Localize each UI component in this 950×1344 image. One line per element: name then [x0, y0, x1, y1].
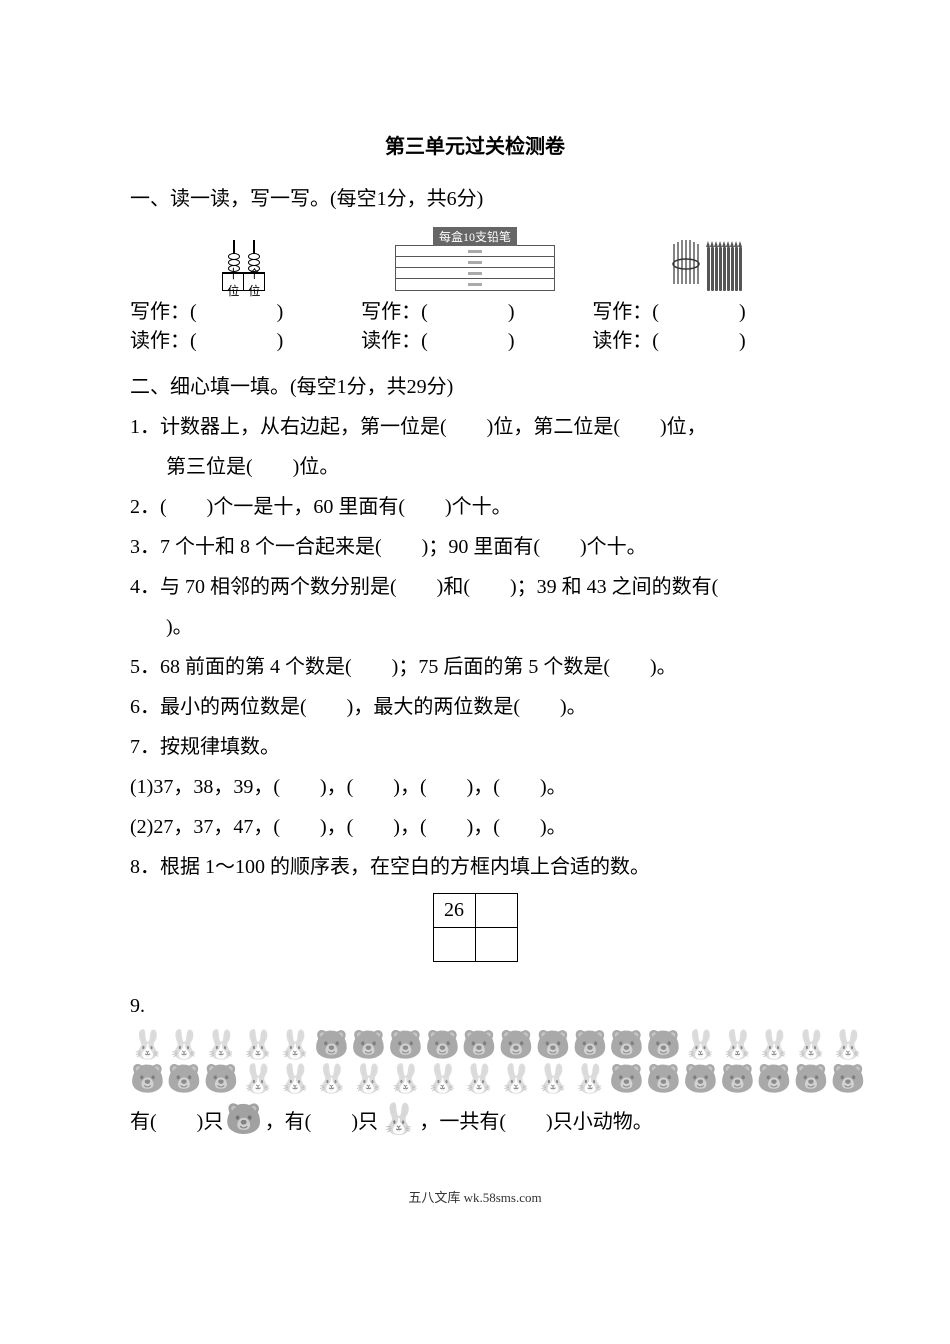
read-1: 读作：( ) [130, 324, 358, 353]
bear-icon: 🐻 [794, 1066, 829, 1094]
q5: 5．68 前面的第 4 个数是( )；75 后面的第 5 个数是( )。 [130, 647, 820, 687]
animals-row-1: 🐰🐰🐰🐰🐰🐻🐻🐻🐻🐻🐻🐻🐻🐻🐻🐰🐰🐰🐰🐰 [130, 1032, 820, 1060]
bear-icon: 🐻 [499, 1032, 534, 1060]
pencil-boxes-cell: 每盒10支铅笔 [361, 227, 589, 291]
rabbit-icon: 🐰 [536, 1066, 571, 1094]
bear-icon: 🐻 [609, 1032, 644, 1060]
page: 第三单元过关检测卷 一、读一读，写一写。(每空1分，共6分) [0, 0, 950, 1246]
sec1-read-row: 读作：( ) 读作：( ) 读作：( ) [130, 324, 820, 353]
q1a: 1．计数器上，从右边起，第一位是( )位，第二位是( )位， [130, 407, 820, 447]
rabbit-icon: 🐰 [757, 1032, 792, 1060]
pencil-tag: 每盒10支铅笔 [433, 227, 517, 246]
bear-icon: 🐻 [204, 1066, 239, 1094]
rabbit-icon: 🐰 [499, 1066, 534, 1094]
q7: 7．按规律填数。 [130, 727, 820, 767]
abacus-tens-label: 十位 [222, 273, 244, 291]
bear-icon: 🐻 [225, 1102, 262, 1137]
pencil-bundle-icon [671, 238, 701, 291]
sec1-write-row: 写作：( ) 写作：( ) 写作：( ) [130, 295, 820, 324]
bear-icon: 🐻 [831, 1066, 866, 1094]
bear-icon: 🐻 [609, 1066, 644, 1094]
q9-text-b: ，有( )只 [265, 1105, 378, 1134]
bear-icon: 🐻 [462, 1032, 497, 1060]
q9-text-a: 有( )只 [130, 1105, 223, 1134]
abacus-icon: 十位 个位 [222, 240, 265, 291]
grid-cell-blank [475, 928, 517, 962]
bear-icon: 🐻 [536, 1032, 571, 1060]
rabbit-icon: 🐰 [831, 1032, 866, 1060]
q9: 9. [130, 986, 820, 1026]
rabbit-icon: 🐰 [167, 1032, 202, 1060]
write-2: 写作：( ) [361, 295, 589, 324]
rabbit-icon: 🐰 [573, 1066, 608, 1094]
abacus-ones-label: 个位 [243, 273, 265, 291]
abacus-cell: 十位 个位 [130, 240, 358, 291]
q7-2: (2)27，37，47，( )，( )，( )，( )。 [130, 807, 820, 847]
rabbit-icon: 🐰 [278, 1066, 313, 1094]
rabbit-icon: 🐰 [241, 1066, 276, 1094]
bear-icon: 🐻 [646, 1066, 681, 1094]
bear-icon: 🐻 [388, 1032, 423, 1060]
number-grid: 26 [433, 893, 518, 962]
q1b: 第三位是( )位。 [130, 447, 820, 487]
bear-icon: 🐻 [314, 1032, 349, 1060]
rabbit-icon: 🐰 [278, 1032, 313, 1060]
rabbit-icon: 🐰 [425, 1066, 460, 1094]
q4b: )。 [130, 607, 820, 647]
bear-icon: 🐻 [757, 1066, 792, 1094]
bear-icon: 🐻 [720, 1066, 755, 1094]
bear-icon: 🐻 [573, 1032, 608, 1060]
bear-icon: 🐻 [646, 1032, 681, 1060]
q9-summary: 有( )只 🐻 ，有( )只 🐰 ，一共有( )只小动物。 [130, 1102, 820, 1137]
rabbit-icon: 🐰 [388, 1066, 423, 1094]
bear-icon: 🐻 [425, 1032, 460, 1060]
read-3: 读作：( ) [592, 324, 820, 353]
rabbit-icon: 🐰 [462, 1066, 497, 1094]
bear-icon: 🐻 [683, 1066, 718, 1094]
q7-1: (1)37，38，39，( )，( )，( )，( )。 [130, 767, 820, 807]
write-3: 写作：( ) [592, 295, 820, 324]
pencil-boxes-icon: 每盒10支铅笔 [395, 227, 555, 291]
pencils-icon [671, 238, 742, 291]
grid-cell-26: 26 [433, 894, 475, 928]
loose-pencils-cell [592, 238, 820, 291]
sec2-heading: 二、细心填一填。(每空1分，共29分) [130, 367, 820, 407]
rabbit-icon: 🐰 [683, 1032, 718, 1060]
animals-row-2: 🐻🐻🐻🐰🐰🐰🐰🐰🐰🐰🐰🐰🐰🐻🐻🐻🐻🐻🐻🐻 [130, 1066, 820, 1094]
bear-icon: 🐻 [351, 1032, 386, 1060]
bear-icon: 🐻 [130, 1066, 165, 1094]
rabbit-icon: 🐰 [720, 1032, 755, 1060]
rabbit-icon: 🐰 [241, 1032, 276, 1060]
q2: 2．( )个一是十，60 里面有( )个十。 [130, 487, 820, 527]
footer-text: 五八文库 wk.58sms.com [130, 1187, 820, 1206]
unit-title: 第三单元过关检测卷 [130, 130, 820, 159]
rabbit-icon: 🐰 [314, 1066, 349, 1094]
q3: 3．7 个十和 8 个一合起来是( )；90 里面有( )个十。 [130, 527, 820, 567]
sec1-images-row: 十位 个位 每盒10支铅笔 [130, 227, 820, 291]
q9-text-c: ，一共有( )只小动物。 [419, 1105, 652, 1134]
write-1: 写作：( ) [130, 295, 358, 324]
rabbit-icon: 🐰 [794, 1032, 829, 1060]
q6: 6．最小的两位数是( )，最大的两位数是( )。 [130, 687, 820, 727]
rabbit-icon: 🐰 [380, 1102, 417, 1137]
loose-pencils-icon [707, 247, 742, 291]
sec1-heading: 一、读一读，写一写。(每空1分，共6分) [130, 179, 820, 219]
grid-cell-blank [433, 928, 475, 962]
rabbit-icon: 🐰 [204, 1032, 239, 1060]
q4a: 4．与 70 相邻的两个数分别是( )和( )；39 和 43 之间的数有( [130, 567, 820, 607]
rabbit-icon: 🐰 [351, 1066, 386, 1094]
bear-icon: 🐻 [167, 1066, 202, 1094]
read-2: 读作：( ) [361, 324, 589, 353]
grid-cell-blank [475, 894, 517, 928]
rabbit-icon: 🐰 [130, 1032, 165, 1060]
q8: 8．根据 1～100 的顺序表，在空白的方框内填上合适的数。 [130, 847, 820, 887]
